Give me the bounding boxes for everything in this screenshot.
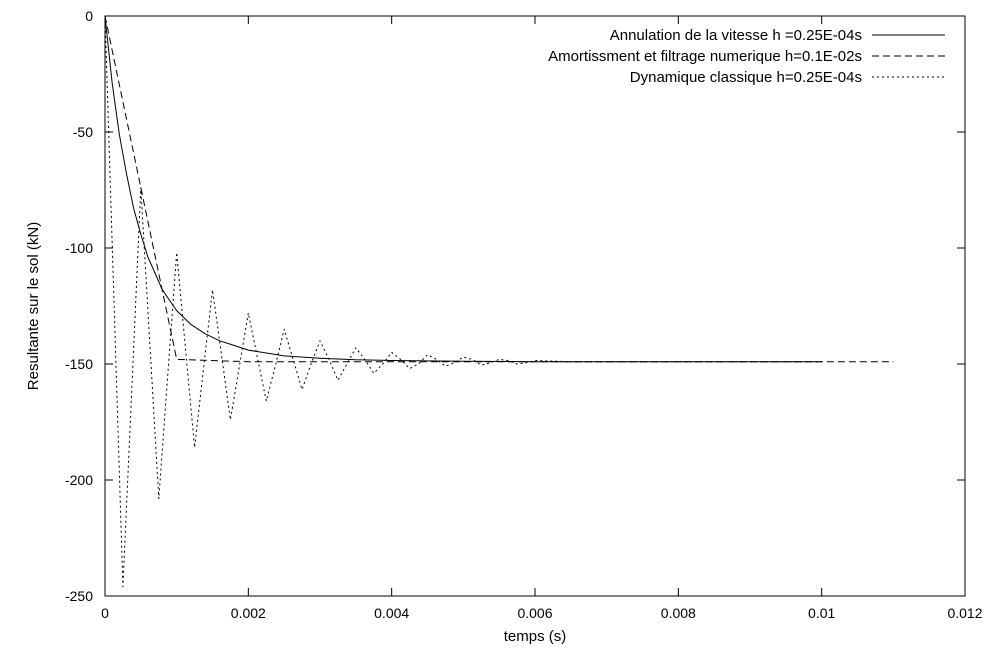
legend: Annulation de la vitesse h =0.25E-04s Amo… — [548, 27, 945, 86]
legend-label: Dynamique classique h=0.25E-04s — [630, 69, 862, 86]
axis-ticks: 0 0.002 0.004 0.006 0.008 0.01 0.012 0 -50 -100 -1… — [65, 8, 983, 621]
x-tick-label: 0.002 — [231, 605, 266, 621]
x-tick-label: 0.006 — [517, 605, 552, 621]
y-axis-label: Resultante sur le sol (kN) — [25, 222, 42, 390]
y-tick-label: -100 — [65, 240, 93, 256]
legend-label: Amortissment et filtrage numerique h=0.1… — [548, 48, 862, 65]
x-tick-label: 0.008 — [661, 605, 696, 621]
y-tick-label: -200 — [65, 472, 93, 488]
series-line-3 — [104, 15, 822, 588]
x-axis-label: temps (s) — [504, 628, 567, 645]
legend-label: Annulation de la vitesse h =0.25E-04s — [610, 27, 862, 44]
plot-frame — [104, 15, 966, 597]
y-tick-label: 0 — [85, 8, 93, 24]
x-tick-label: 0 — [101, 605, 109, 621]
series-line-2 — [104, 15, 894, 363]
y-tick-label: -150 — [65, 356, 93, 372]
y-tick-label: -50 — [73, 124, 93, 140]
x-tick-label: 0.004 — [374, 605, 409, 621]
series-line-1 — [104, 15, 822, 363]
y-tick-label: -250 — [65, 588, 93, 604]
x-tick-label: 0.012 — [947, 605, 982, 621]
series-lines — [104, 15, 894, 588]
x-tick-label: 0.01 — [808, 605, 835, 621]
